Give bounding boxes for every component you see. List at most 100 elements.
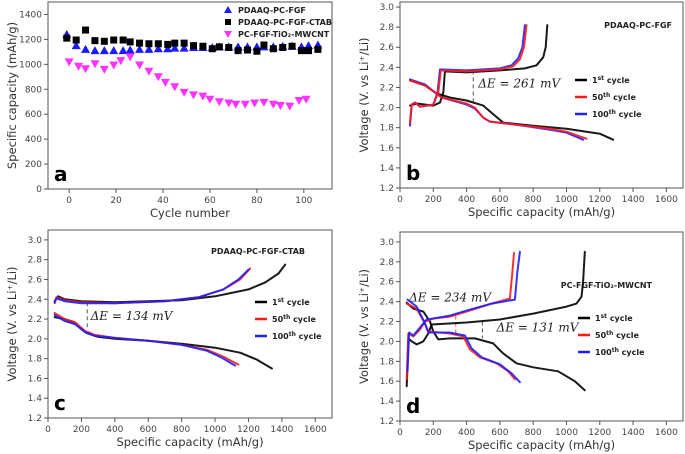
x-tick-label: 800 — [525, 195, 542, 205]
x-tick-label: 1000 — [555, 428, 578, 438]
series-2 — [64, 53, 311, 111]
legend-marker — [225, 19, 231, 25]
legend-label: 1st cycle — [592, 75, 630, 85]
y-tick-label: 1.8 — [28, 355, 43, 365]
data-point — [199, 42, 207, 50]
data-point — [205, 95, 215, 104]
data-point — [116, 57, 126, 66]
data-point — [314, 45, 322, 53]
data-point — [135, 44, 145, 53]
delta-e-label: ΔE = 131 mV — [496, 320, 580, 334]
legend-label: 50th cycle — [595, 330, 640, 340]
y-tick-label: 2.0 — [380, 104, 395, 114]
y-tick-label: 1.6 — [380, 377, 395, 387]
x-tick-label: 0 — [45, 425, 51, 435]
y-tick-label: 200 — [25, 160, 42, 170]
data-point — [198, 92, 208, 101]
data-point — [99, 46, 109, 55]
data-point — [125, 53, 135, 62]
series-cycle-50 — [405, 251, 516, 381]
panel-d: 0 200 400 600 800 1000 1200 1400 1600 1.2 1.4 1.6 1.… — [357, 231, 684, 452]
y-tick-label: 1.2 — [380, 184, 394, 194]
data-point — [240, 100, 250, 109]
x-tick-label: 1200 — [237, 425, 260, 435]
data-point — [136, 39, 144, 47]
x-tick-label: 1600 — [304, 425, 327, 435]
data-point — [126, 38, 134, 46]
data-point — [154, 40, 162, 48]
legend-label: PC-FGF-TiO₂-MWCNT — [238, 30, 330, 39]
charge-curve — [405, 251, 515, 381]
data-point — [125, 45, 135, 54]
data-point — [268, 100, 278, 109]
plot-frame — [47, 1, 333, 190]
plot-frame — [399, 231, 684, 422]
data-point — [82, 26, 90, 34]
x-tick-label: 600 — [140, 425, 157, 435]
data-point — [110, 36, 118, 44]
x-tick-label: 40 — [157, 196, 169, 206]
data-point — [109, 46, 119, 55]
series-1 — [63, 26, 322, 55]
y-tick-label: 2.6 — [380, 278, 395, 288]
x-axis-label: Cycle number — [150, 206, 230, 220]
data-point — [297, 47, 305, 55]
data-point — [180, 39, 188, 47]
data-point — [90, 60, 100, 69]
y-tick-label: 1.6 — [28, 374, 43, 384]
data-point — [171, 39, 179, 47]
data-point — [305, 47, 313, 55]
x-tick-label: 1400 — [622, 195, 645, 205]
y-tick-label: 1.8 — [380, 357, 395, 367]
y-tick-label: 2.2 — [380, 83, 394, 93]
data-point — [215, 43, 223, 51]
data-point — [71, 41, 81, 50]
y-tick-label: 1.2 — [28, 414, 42, 424]
x-tick-label: 1000 — [204, 425, 227, 435]
data-point — [81, 44, 91, 53]
data-point — [189, 91, 199, 100]
data-point — [118, 46, 128, 55]
y-tick-label: 400 — [25, 135, 42, 145]
data-point — [190, 42, 198, 50]
discharge-curve — [53, 314, 237, 367]
y-tick-label: 600 — [25, 110, 42, 120]
x-tick-label: 200 — [73, 425, 90, 435]
y-tick-label: 2.4 — [380, 298, 395, 308]
data-point — [214, 98, 224, 107]
charge-curve — [405, 250, 586, 388]
charge-curve — [53, 268, 250, 305]
panel-label: a — [54, 162, 68, 186]
x-tick-label: 80 — [251, 196, 263, 206]
legend-label: PDAAQ-PC-FGF-CTAB — [238, 18, 332, 27]
data-point — [253, 47, 261, 55]
x-tick-label: 400 — [458, 195, 475, 205]
data-point — [231, 100, 241, 109]
delta-e-label: ΔE = 234 mV — [408, 291, 492, 305]
plot-frame — [47, 229, 333, 419]
x-tick-label: 0 — [397, 428, 403, 438]
discharge-curve — [405, 301, 586, 392]
legend-label: 50th cycle — [272, 314, 317, 324]
data-point — [269, 45, 277, 53]
y-axis-label: Voltage (V. vs Li⁺/Li) — [357, 269, 371, 384]
x-tick-label: 1400 — [622, 428, 645, 438]
x-tick-label: 800 — [525, 428, 542, 438]
discharge-curve — [406, 298, 521, 384]
y-tick-label: 2.8 — [28, 256, 43, 266]
y-tick-label: 3.0 — [380, 3, 395, 13]
y-tick-label: 2.6 — [28, 275, 43, 285]
data-point — [144, 67, 154, 76]
x-tick-label: 60 — [204, 196, 216, 206]
data-point — [81, 65, 91, 74]
data-point — [91, 37, 99, 45]
data-point — [144, 44, 154, 53]
y-tick-label: 1.6 — [380, 144, 395, 154]
y-tick-label: 2.8 — [380, 23, 395, 33]
charge-curve — [406, 250, 521, 373]
y-tick-label: 800 — [25, 85, 42, 95]
y-tick-label: 2.2 — [28, 315, 42, 325]
panel-label: b — [406, 161, 420, 185]
